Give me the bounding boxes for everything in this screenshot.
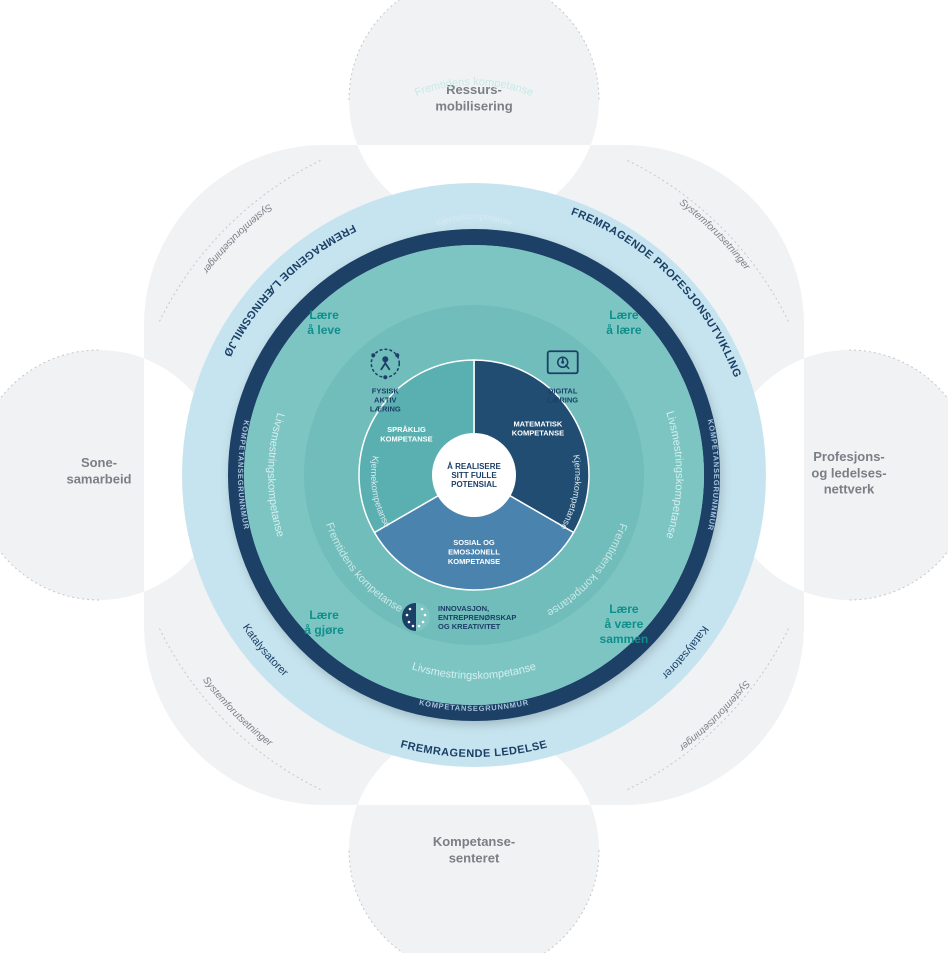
lobe-top: mobilisering (435, 98, 512, 113)
center-text: Å REALISERE (447, 462, 501, 471)
pie-sosial: SOSIAL OG (453, 538, 495, 547)
pie-matematisk: MATEMATISK (513, 419, 562, 428)
lobe-left: samarbeid (66, 471, 131, 486)
lobe-right: nettverk (824, 482, 875, 497)
svg-text:AKTIV: AKTIV (374, 395, 397, 404)
pie-spraklig: SPRÅKLIG (387, 425, 426, 434)
center-text: SITT FULLE (451, 471, 497, 480)
laere-gjore: å gjøre (304, 623, 344, 637)
svg-text:ENTREPRENØRSKAP: ENTREPRENØRSKAP (438, 613, 516, 622)
svg-text:LÆRING: LÆRING (547, 395, 578, 404)
lobe-right: og ledelses- (811, 465, 886, 480)
svg-text:LÆRING: LÆRING (370, 404, 401, 413)
competence-diagram: Ressurs-mobiliseringKompetanse-senteretS… (0, 0, 948, 953)
lobe-bottom: senteret (449, 850, 500, 865)
center-text: POTENSIAL (451, 480, 497, 489)
pie-sosial: EMOSJONELL (448, 547, 500, 556)
pie-sosial: KOMPETANSE (448, 557, 500, 566)
laere-vaere: sammen (600, 632, 649, 646)
pie-matematisk: KOMPETANSE (512, 429, 564, 438)
lobe-right: Profesjons- (813, 449, 885, 464)
laere-gjore: Lære (309, 608, 339, 622)
laere-laere: Lære (609, 308, 639, 322)
pie-spraklig: KOMPETANSE (380, 434, 432, 443)
lobe-left: Sone- (81, 455, 117, 470)
laere-vaere: å være (605, 617, 644, 631)
laere-leve: Lære (309, 308, 339, 322)
svg-text:INNOVASJON,: INNOVASJON, (438, 604, 489, 613)
laere-leve: å leve (307, 323, 341, 337)
lobe-bottom: Kompetanse- (433, 834, 515, 849)
svg-text:DIGITAL: DIGITAL (548, 386, 578, 395)
svg-text:OG KREATIVITET: OG KREATIVITET (438, 622, 501, 631)
svg-text:FYSISK: FYSISK (372, 386, 400, 395)
laere-vaere: Lære (609, 602, 639, 616)
laere-laere: å lære (606, 323, 642, 337)
